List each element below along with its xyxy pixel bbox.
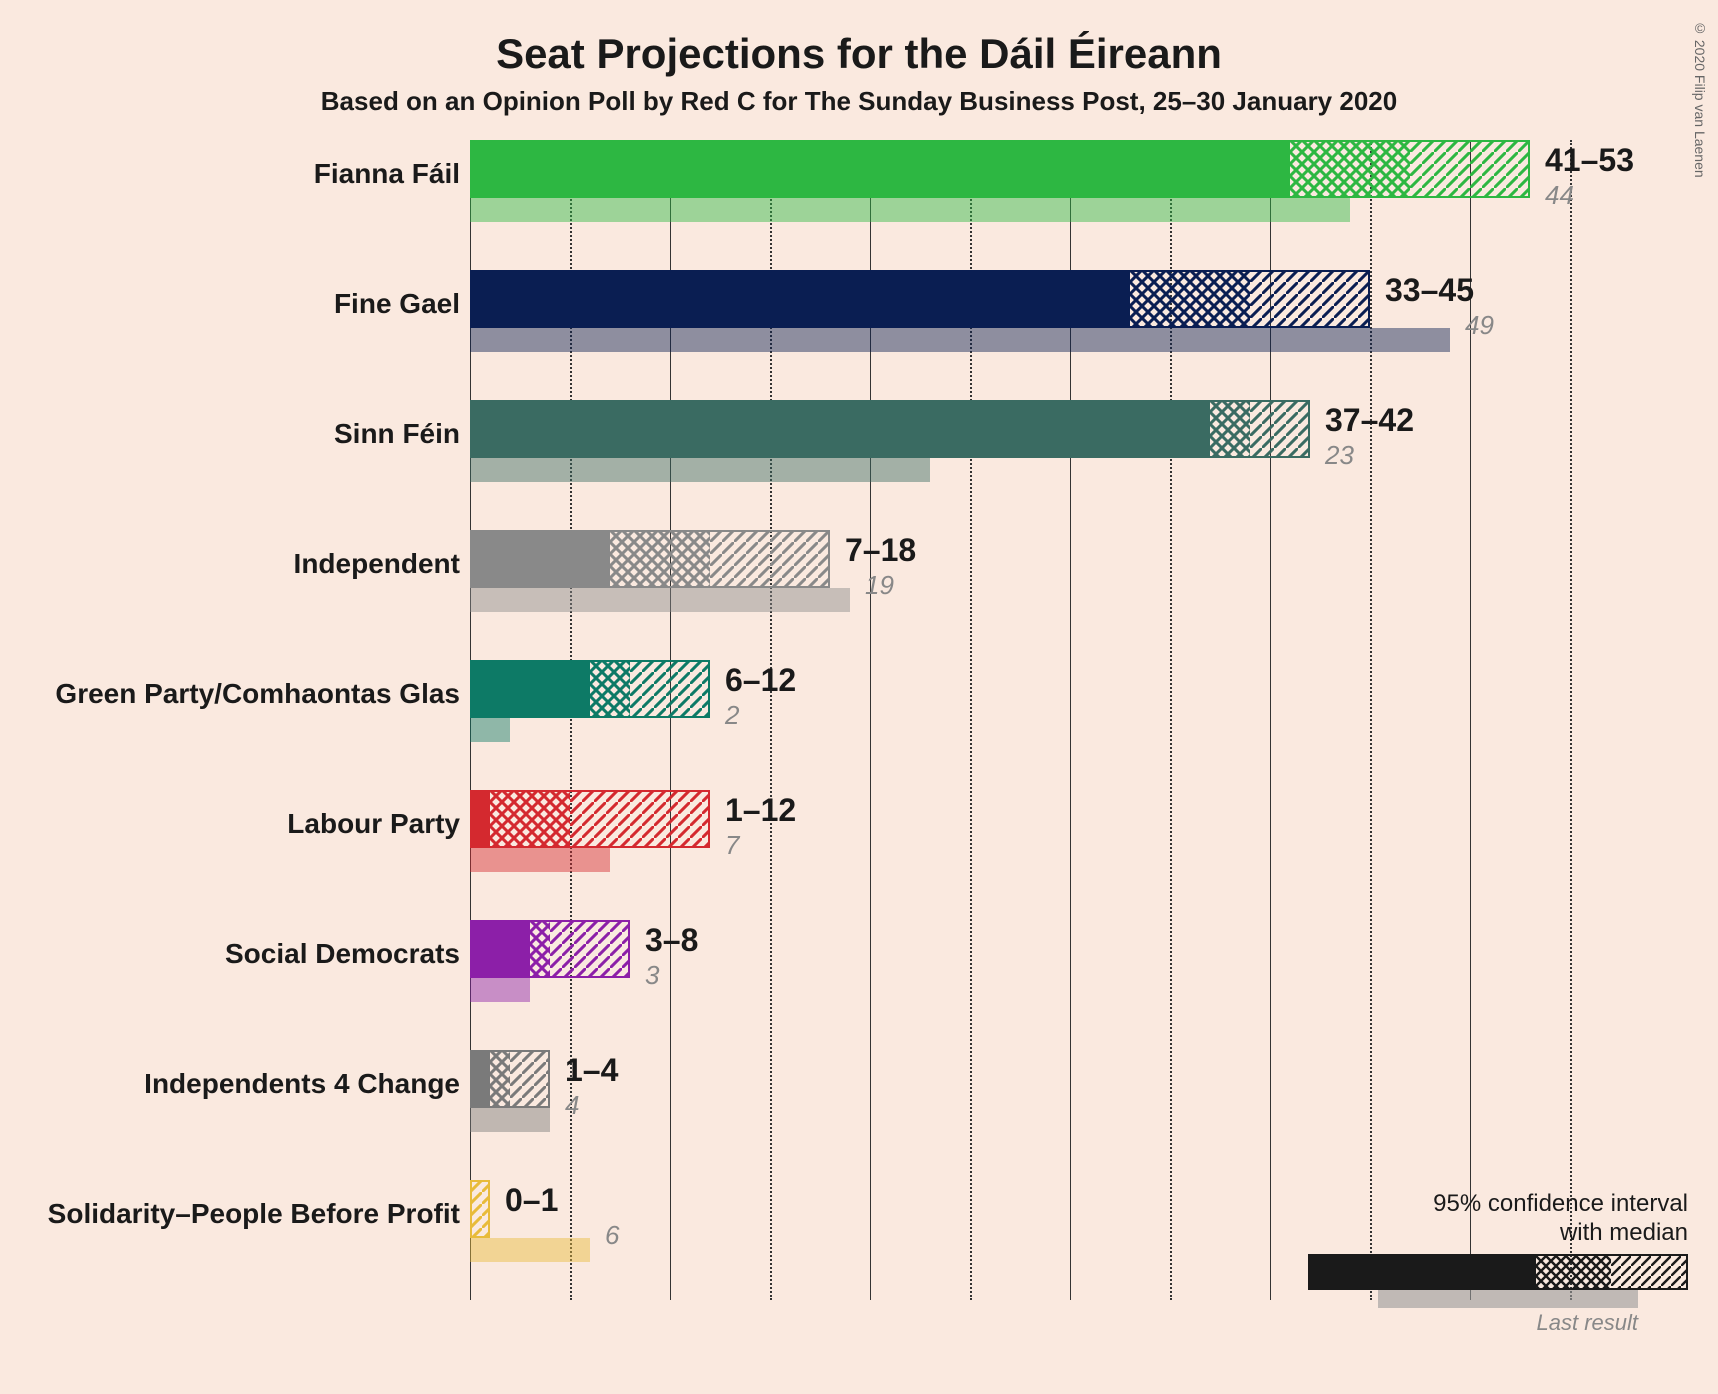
last-result-label: 3 xyxy=(645,960,659,991)
range-label: 1–12 xyxy=(725,792,796,829)
chart-area: Fianna Fáil 41–5344 Fine Gael 33–4549 Sinn F… xyxy=(0,140,1718,1340)
last-result-bar xyxy=(470,978,530,1002)
party-label: Fine Gael xyxy=(334,288,460,320)
last-result-bar xyxy=(470,588,850,612)
last-result-label: 7 xyxy=(725,830,739,861)
party-row: Independent 7–1819 xyxy=(0,530,1718,640)
chart-title: Seat Projections for the Dáil Éireann xyxy=(0,0,1718,78)
party-row: Social Democrats 3–83 xyxy=(0,920,1718,1030)
last-result-bar xyxy=(470,718,510,742)
crosshatch-segment xyxy=(530,920,550,978)
crosshatch-segment xyxy=(610,530,710,588)
range-label: 41–53 xyxy=(1545,142,1634,179)
last-result-label: 2 xyxy=(725,700,739,731)
crosshatch-segment xyxy=(1290,140,1410,198)
last-result-label: 19 xyxy=(865,570,894,601)
last-result-bar xyxy=(470,458,930,482)
crosshatch-icon xyxy=(1536,1256,1611,1288)
last-result-label: 23 xyxy=(1325,440,1354,471)
party-label: Independent xyxy=(294,548,460,580)
legend: 95% confidence intervalwith median Last … xyxy=(1268,1190,1688,1314)
diagonal-segment xyxy=(1250,270,1370,328)
party-row: Labour Party 1–127 xyxy=(0,790,1718,900)
diagonal-segment xyxy=(510,1050,550,1108)
party-row: Fianna Fáil 41–5344 xyxy=(0,140,1718,250)
last-result-label: 44 xyxy=(1545,180,1574,211)
diagonal-segment xyxy=(550,920,630,978)
crosshatch-segment xyxy=(590,660,630,718)
diagonal-segment xyxy=(710,530,830,588)
legend-last-bar xyxy=(1378,1290,1638,1308)
legend-last-label: Last result xyxy=(1537,1310,1639,1336)
last-result-bar xyxy=(470,198,1350,222)
solid-segment xyxy=(470,660,590,718)
party-label: Independents 4 Change xyxy=(144,1068,460,1100)
solid-segment xyxy=(470,920,530,978)
last-result-bar xyxy=(470,1108,550,1132)
party-label: Labour Party xyxy=(287,808,460,840)
solid-segment xyxy=(470,400,1210,458)
crosshatch-segment xyxy=(1130,270,1250,328)
chart-subtitle: Based on an Opinion Poll by Red C for Th… xyxy=(0,86,1718,117)
last-result-label: 6 xyxy=(605,1220,619,1251)
party-row: Fine Gael 33–4549 xyxy=(0,270,1718,380)
solid-segment xyxy=(470,1050,490,1108)
range-label: 0–1 xyxy=(505,1182,558,1219)
diagonal-segment xyxy=(470,1180,490,1238)
last-result-bar xyxy=(470,848,610,872)
party-row: Sinn Féin 37–4223 xyxy=(0,400,1718,510)
range-label: 33–45 xyxy=(1385,272,1474,309)
party-label: Social Democrats xyxy=(225,938,460,970)
party-row: Independents 4 Change 1–44 xyxy=(0,1050,1718,1160)
party-label: Fianna Fáil xyxy=(314,158,460,190)
legend-projection-bar xyxy=(1308,1254,1688,1290)
legend-title: 95% confidence intervalwith median xyxy=(1268,1190,1688,1248)
diagonal-segment xyxy=(1250,400,1310,458)
range-label: 37–42 xyxy=(1325,402,1414,439)
range-label: 7–18 xyxy=(845,532,916,569)
last-result-bar xyxy=(470,328,1450,352)
diagonal-segment xyxy=(570,790,710,848)
solid-segment xyxy=(470,790,490,848)
solid-segment xyxy=(470,140,1290,198)
range-label: 3–8 xyxy=(645,922,698,959)
party-row: Green Party/Comhaontas Glas 6–122 xyxy=(0,660,1718,770)
party-label: Sinn Féin xyxy=(334,418,460,450)
diagonal-segment xyxy=(1410,140,1530,198)
diagonal-segment xyxy=(630,660,710,718)
crosshatch-segment xyxy=(1210,400,1250,458)
crosshatch-segment xyxy=(490,790,570,848)
crosshatch-segment xyxy=(490,1050,510,1108)
last-result-label: 49 xyxy=(1465,310,1494,341)
range-label: 1–4 xyxy=(565,1052,618,1089)
solid-segment xyxy=(470,270,1130,328)
solid-segment xyxy=(470,530,610,588)
party-label: Green Party/Comhaontas Glas xyxy=(55,678,460,710)
diagonal-icon xyxy=(1611,1256,1686,1288)
party-label: Solidarity–People Before Profit xyxy=(48,1198,460,1230)
last-result-label: 4 xyxy=(565,1090,579,1121)
last-result-bar xyxy=(470,1238,590,1262)
range-label: 6–12 xyxy=(725,662,796,699)
